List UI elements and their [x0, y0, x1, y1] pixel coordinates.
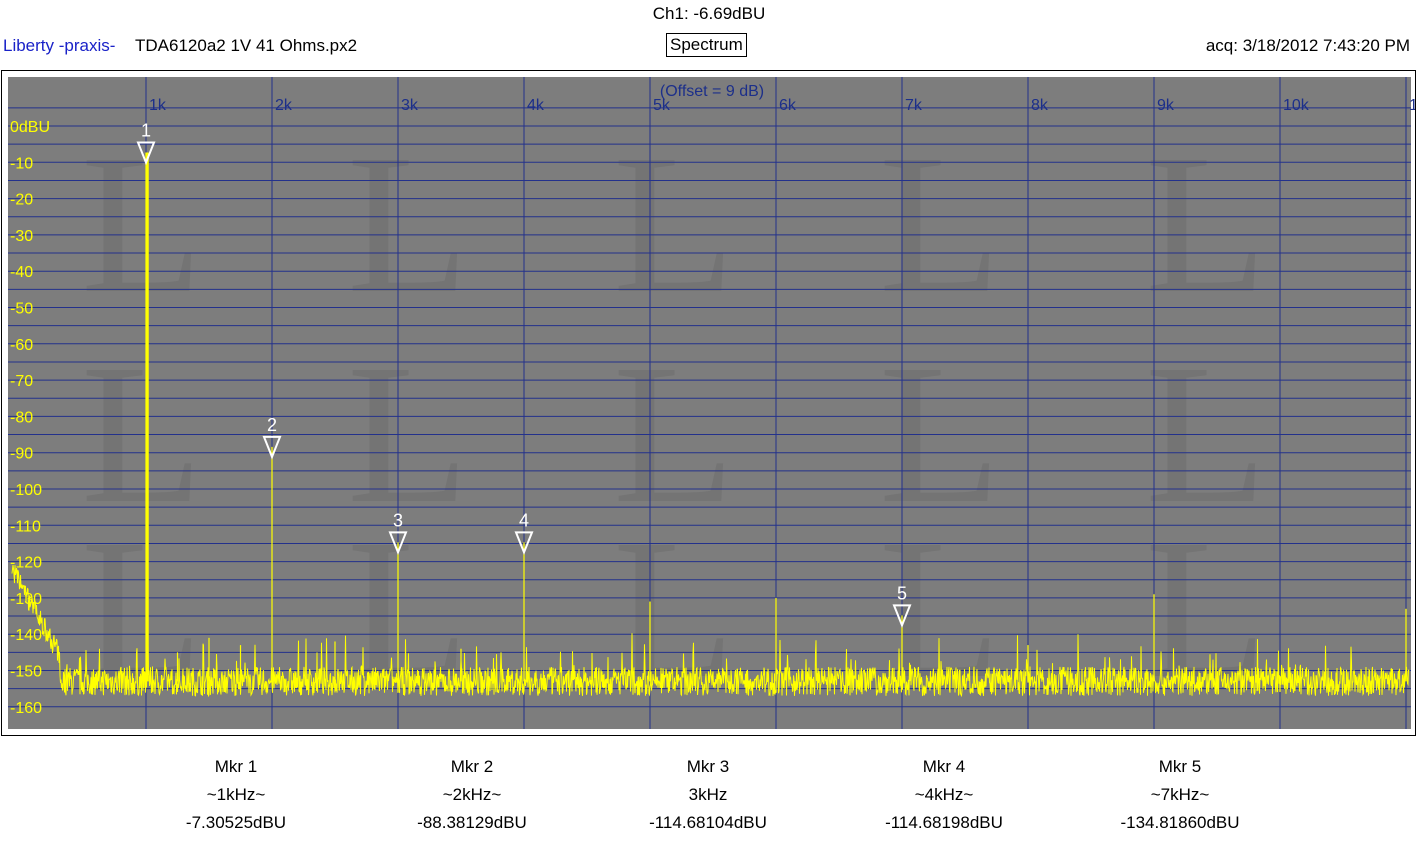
x-tick-label: 1k [149, 97, 167, 114]
offset-label: (Offset = 9 dB) [660, 83, 764, 100]
y-tick-label: -50 [10, 301, 33, 318]
marker-triangle[interactable] [892, 604, 912, 629]
spectrum-trace [11, 152, 1410, 698]
watermark-logo: L [613, 114, 735, 335]
watermark-logo: L [347, 114, 469, 335]
file-name: TDA6120a2 1V 41 Ohms.px2 [135, 36, 358, 55]
y-axis-ticks: 0dBU -10 -20 -30 -40 -50 -60 -70 -80 -90 -100 -110 -… [10, 119, 50, 717]
view-mode-button[interactable]: Spectrum [666, 33, 747, 57]
x-tick-label: 8k [1031, 97, 1049, 114]
marker-triangle[interactable] [514, 531, 534, 556]
y-tick-label: -140 [10, 627, 42, 644]
plot-background [8, 77, 1411, 729]
y-tick-label: -40 [10, 264, 33, 281]
marker-readout-4: Mkr 4 ~4kHz~ -114.68198dBU [844, 753, 1044, 837]
x-tick-label: 7k [905, 97, 923, 114]
watermark-logo: L [879, 114, 1001, 335]
y-tick-label: -60 [10, 337, 33, 354]
marker-level: -114.68104dBU [649, 813, 767, 832]
marker-level: -134.81860dBU [1120, 813, 1240, 832]
y-tick-label: -110 [10, 518, 41, 535]
acquisition-timestamp: acq: 3/18/2012 7:43:20 PM [1205, 36, 1410, 55]
y-tick-label: -80 [10, 409, 33, 426]
x-tick-label: 11k [1409, 97, 1415, 114]
marker-triangle[interactable] [262, 435, 282, 460]
marker-level: -88.38129dBU [417, 813, 527, 832]
y-tick-label: -130 [10, 591, 42, 608]
x-axis-ticks: 1k 2k 3k 4k 5k 6k 7k 8k 9k 10k 11k [149, 97, 1415, 114]
marker-id: 3 [393, 510, 403, 530]
marker-label: Mkr 2 [450, 757, 494, 776]
y-tick-label: -160 [10, 700, 42, 717]
noise-floor-trace [11, 565, 1410, 698]
x-tick-label: 2k [275, 97, 293, 114]
watermark-logo: L [81, 114, 203, 335]
y-tick-label: 0dBU [10, 119, 50, 136]
marker-frequency: ~4kHz~ [914, 785, 974, 804]
grid-lines [8, 77, 1411, 729]
marker-id: 2 [267, 415, 277, 435]
marker-readout-2: Mkr 2 ~2kHz~ -88.38129dBU [372, 753, 572, 837]
marker-level: -114.68198dBU [885, 813, 1003, 832]
watermark-logo: L [1145, 114, 1267, 335]
marker-triangle[interactable] [388, 531, 408, 556]
marker-id: 5 [897, 583, 907, 603]
brand-name: Liberty -praxis- [3, 36, 116, 55]
x-tick-label: 9k [1157, 97, 1175, 114]
marker-id: 4 [519, 510, 529, 530]
marker-label: Mkr 3 [686, 757, 730, 776]
marker-frequency: ~2kHz~ [442, 785, 502, 804]
x-tick-label: 10k [1283, 97, 1310, 114]
y-tick-label: -20 [10, 192, 33, 209]
marker-level: -7.30525dBU [185, 813, 287, 832]
marker-id: 1 [141, 120, 151, 140]
channel-readout: Ch1: -6.69dBU [652, 4, 766, 23]
marker-label: Mkr 5 [1158, 757, 1202, 776]
x-tick-label: 6k [779, 97, 797, 114]
y-tick-label: -150 [10, 664, 42, 681]
marker-readout-1: Mkr 1 ~1kHz~ -7.30525dBU [136, 753, 336, 837]
marker-label: Mkr 4 [922, 757, 966, 776]
marker-triangle[interactable] [136, 141, 156, 166]
y-tick-label: -90 [10, 446, 33, 463]
marker-frequency: ~1kHz~ [206, 785, 266, 804]
x-tick-label: 5k [653, 97, 671, 114]
marker-layer: 1 2 3 4 5 [136, 120, 912, 629]
marker-frequency: ~7kHz~ [1150, 785, 1210, 804]
y-tick-label: -70 [10, 373, 33, 390]
y-tick-label: -10 [10, 155, 33, 172]
x-tick-label: 3k [401, 97, 419, 114]
marker-frequency: 3kHz [688, 785, 728, 804]
y-tick-label: -30 [10, 228, 33, 245]
marker-label: Mkr 1 [214, 757, 258, 776]
y-tick-label: -100 [10, 482, 42, 499]
y-tick-label: -120 [10, 555, 42, 572]
x-tick-label: 4k [527, 97, 545, 114]
marker-readout-5: Mkr 5 ~7kHz~ -134.81860dBU [1080, 753, 1280, 837]
marker-readout-3: Mkr 3 3kHz -114.68104dBU [608, 753, 808, 837]
